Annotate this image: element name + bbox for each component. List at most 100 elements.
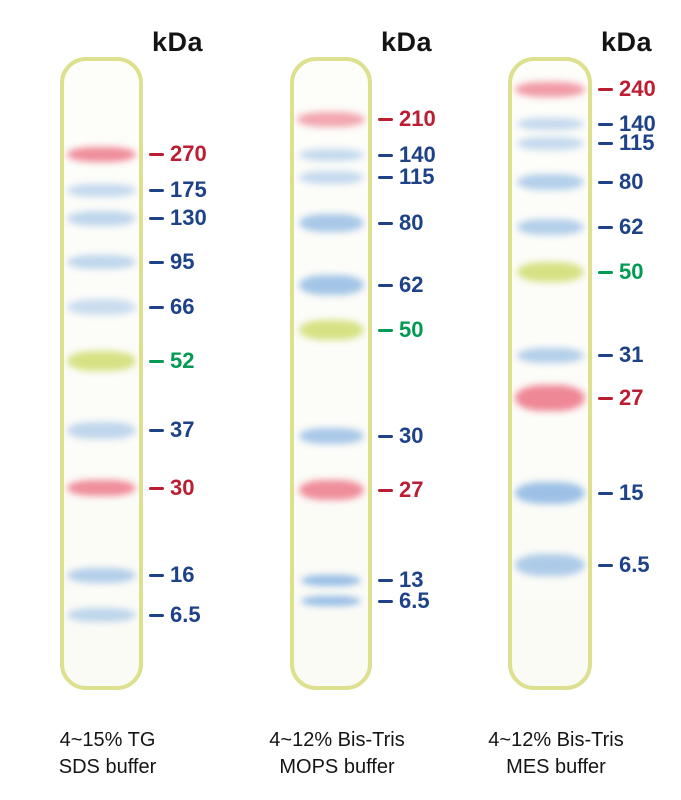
tick-mark [149, 261, 164, 264]
gel-band-175-kda [67, 183, 136, 197]
band-weight-label: 50 [399, 317, 424, 342]
gel-band-240-kda [515, 81, 585, 97]
band-weight-label: 210 [399, 106, 436, 131]
band-weight-label: 13 [399, 567, 424, 592]
band-weight-label: 16 [170, 562, 195, 587]
band-weight-label: 6.5 [619, 552, 650, 577]
tick-mark [149, 306, 164, 309]
gel-band-115-kda [516, 136, 584, 150]
tick-mark [149, 429, 164, 432]
gel-band-115-kda [298, 170, 364, 184]
tick-mark [598, 123, 613, 126]
gel-band-15-kda [515, 482, 585, 504]
band-weight-label: 240 [619, 76, 656, 101]
tick-mark [149, 153, 164, 156]
tick-mark [598, 397, 613, 400]
tick-mark [378, 600, 393, 603]
gel-lane-2 [290, 57, 372, 690]
gel-band-66-kda [67, 299, 136, 315]
gel-band-27-kda [515, 385, 585, 411]
band-weight-label: 95 [170, 249, 195, 274]
caption-line-2: MES buffer [506, 756, 606, 778]
tick-mark [598, 88, 613, 91]
tick-mark [378, 435, 393, 438]
kda-header: kDa [152, 27, 204, 57]
caption-line-1: 4~15% TG [59, 729, 156, 751]
gel-band-140-kda [516, 118, 584, 130]
gel-band-13-kda [301, 574, 361, 586]
gel-band-62-kda [516, 219, 584, 235]
band-weight-label: 66 [170, 294, 195, 319]
tick-mark [378, 284, 393, 287]
tick-mark [378, 579, 393, 582]
lane-caption: 4~12% Bis-Tris MES buffer [446, 727, 666, 781]
gel-band-140-kda [298, 149, 364, 161]
tick-mark [598, 226, 613, 229]
band-weight-label: 30 [399, 423, 424, 448]
tick-mark [149, 189, 164, 192]
gel-lane-1 [60, 57, 143, 690]
tick-mark [598, 142, 613, 145]
tick-mark [598, 181, 613, 184]
gel-band-6_5-kda [301, 596, 361, 606]
gel-band-6_5-kda [67, 608, 136, 622]
caption-line-2: SDS buffer [58, 756, 157, 778]
band-weight-label: 80 [619, 169, 644, 194]
band-weight-label: 30 [170, 475, 195, 500]
gel-band-27-kda [298, 480, 364, 500]
gel-band-210-kda [297, 111, 365, 127]
band-weight-label: 80 [399, 210, 424, 235]
gel-band-50-kda [516, 262, 584, 282]
tick-mark [378, 222, 393, 225]
gel-band-52-kda [67, 351, 136, 371]
band-weight-label: 6.5 [399, 588, 430, 613]
band-weight-label: 27 [399, 477, 424, 502]
tick-mark [598, 492, 613, 495]
band-weight-label: 6.5 [170, 602, 201, 627]
band-weight-label: 37 [170, 417, 195, 442]
band-weight-label: 140 [399, 142, 436, 167]
gel-band-80-kda [516, 174, 584, 190]
gel-lane-3 [508, 57, 592, 690]
tick-mark [598, 564, 613, 567]
gel-band-30-kda [298, 428, 364, 444]
band-weight-label: 62 [619, 214, 644, 239]
band-weight-label: 27 [619, 385, 644, 410]
tick-mark [149, 574, 164, 577]
band-weight-label: 52 [170, 348, 195, 373]
band-weight-label: 130 [170, 205, 207, 230]
caption-line-1: 4~12% Bis-Tris [488, 729, 624, 751]
gel-band-270-kda [67, 146, 136, 162]
tick-mark [378, 154, 393, 157]
tick-mark [378, 329, 393, 332]
gel-band-37-kda [67, 421, 136, 439]
gel-band-62-kda [298, 275, 364, 295]
gel-band-16-kda [67, 567, 136, 583]
tick-mark [378, 176, 393, 179]
band-weight-label: 270 [170, 141, 207, 166]
tick-mark [149, 614, 164, 617]
caption-line-2: MOPS buffer [279, 756, 395, 778]
gel-band-95-kda [67, 255, 136, 269]
band-weight-label: 50 [619, 259, 644, 284]
lane-caption: 4~12% Bis-Tris MOPS buffer [227, 727, 447, 781]
tick-mark [149, 217, 164, 220]
gel-band-30-kda [67, 480, 136, 496]
band-weight-label: 62 [399, 272, 424, 297]
gel-band-80-kda [298, 214, 364, 232]
gel-band-6_5-kda [515, 554, 585, 576]
kda-header: kDa [601, 27, 653, 57]
kda-header: kDa [381, 27, 433, 57]
caption-line-1: 4~12% Bis-Tris [269, 729, 405, 751]
tick-mark [378, 489, 393, 492]
tick-mark [149, 487, 164, 490]
band-weight-label: 115 [399, 164, 435, 189]
tick-mark [598, 271, 613, 274]
band-weight-label: 175 [170, 177, 207, 202]
lane-caption: 4~15% TG SDS buffer [0, 727, 218, 781]
band-weight-label: 15 [619, 480, 644, 505]
gel-band-31-kda [516, 347, 584, 363]
band-weight-label: 115 [619, 130, 655, 155]
gel-band-50-kda [298, 320, 364, 340]
